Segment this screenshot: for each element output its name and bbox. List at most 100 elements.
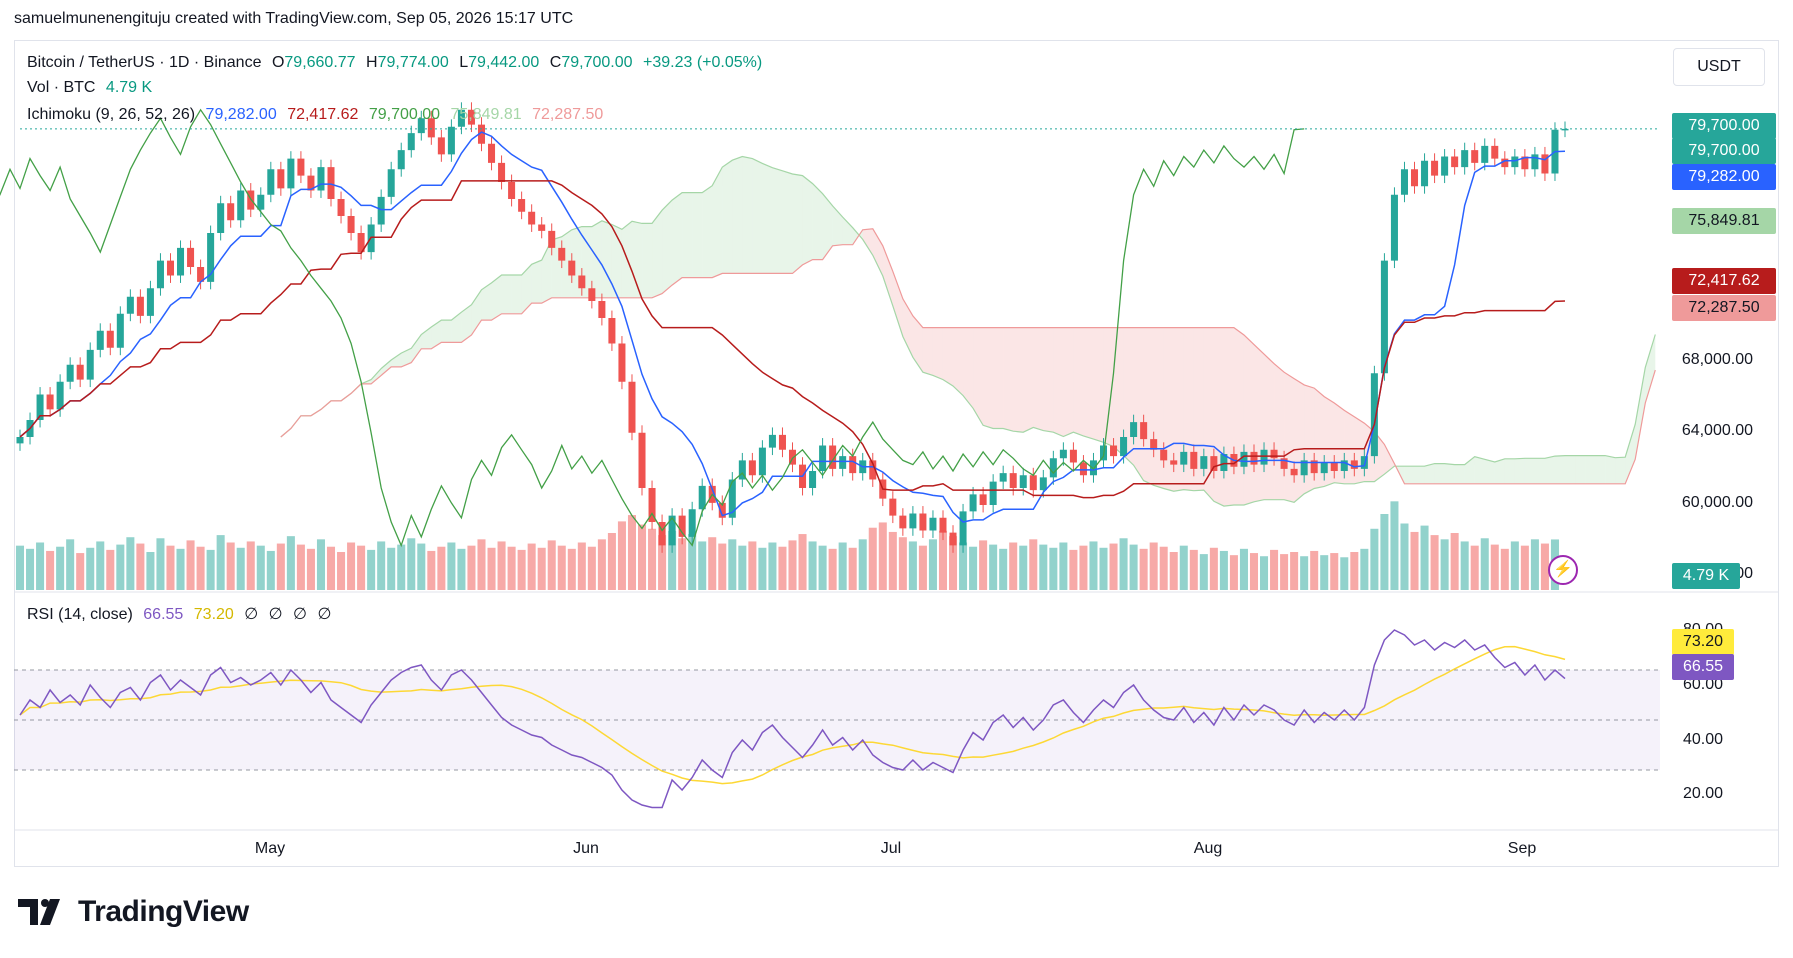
candle-body [1069, 449, 1077, 463]
volume-bar [918, 545, 927, 590]
open-value: 79,660.77 [284, 54, 356, 71]
volume-bar [15, 545, 25, 590]
ichimoku-cloud-segment [1063, 327, 1074, 437]
candle-body [1421, 160, 1429, 187]
ichimoku-cloud-segment [1223, 327, 1234, 507]
volume-bar [106, 549, 115, 590]
x-axis-label: Jun [573, 840, 599, 857]
ichimoku-cloud-segment [431, 320, 442, 349]
rsi-extra-1: ∅ [268, 606, 283, 623]
ichimoku-cloud-segment [1243, 335, 1254, 505]
ichimoku-lagging: 79,700.00 [368, 106, 441, 123]
ichimoku-cloud-segment [411, 334, 422, 363]
ichimoku-cloud-segment [642, 223, 653, 298]
ichimoku-cloud-segment [1554, 455, 1565, 484]
candle-body [16, 437, 24, 444]
price-axis-label: 64,000.00 [1681, 422, 1753, 439]
volume-bar [928, 539, 937, 590]
volume-bar [146, 552, 155, 590]
volume-bar [206, 549, 215, 590]
candle-body [1200, 456, 1208, 469]
volume-bar [1189, 549, 1198, 590]
candle-body [1029, 475, 1037, 491]
volume-bar [1139, 548, 1148, 590]
volume-bar [607, 533, 616, 590]
candle-body [1190, 451, 1198, 469]
candle-body [377, 196, 385, 225]
symbol-title[interactable]: Bitcoin / TetherUS · 1D · Binance [27, 54, 262, 71]
ichimoku-cloud-segment [1344, 410, 1355, 484]
chart-frame[interactable] [14, 40, 1779, 867]
volume-bar [648, 528, 657, 590]
ichimoku-span-a-line [280, 155, 1656, 507]
ichimoku-cloud-segment [963, 327, 974, 409]
volume-bar [1009, 542, 1018, 590]
tradingview-logo[interactable]: TradingView [18, 895, 249, 929]
rsi-label[interactable]: RSI (14, close) [27, 606, 133, 623]
volume-bar [1029, 539, 1038, 590]
candle-body [1130, 422, 1138, 437]
volume-bar [1330, 553, 1339, 590]
ichimoku-cloud-segment [421, 327, 432, 349]
volume-bar [597, 539, 606, 590]
price-axis-label: 60,000.00 [1681, 494, 1753, 511]
volume-bar [116, 544, 125, 590]
ichimoku-cloud-segment [501, 274, 512, 314]
volume-bar [1219, 550, 1228, 590]
ichimoku-cloud-segment [1083, 327, 1094, 440]
volume-bar [959, 542, 968, 590]
volume-bar [858, 539, 867, 590]
ichimoku-cloud-segment [1384, 444, 1395, 475]
ichimoku-cloud-segment [1645, 334, 1656, 403]
volume-bar [838, 542, 847, 590]
volume-bar [1079, 545, 1088, 590]
candle-body [277, 169, 285, 189]
candle-body [146, 288, 154, 316]
currency-selector[interactable]: USDT [1673, 48, 1765, 86]
ichimoku-cloud-segment [451, 312, 462, 343]
volume-bar [798, 534, 807, 590]
candle-body [1481, 145, 1489, 163]
volume-label[interactable]: Vol · BTC [27, 79, 96, 96]
ichimoku-conversion-line [19, 131, 1566, 523]
candle-body [66, 364, 74, 382]
lightning-icon[interactable]: ⚡ [1548, 555, 1578, 585]
candle-body [598, 301, 606, 318]
volume-bar [457, 548, 466, 590]
volume-bar [1109, 543, 1118, 590]
volume-bar [1490, 544, 1499, 590]
ichimoku-cloud-segment [662, 200, 673, 294]
candle-body [849, 456, 857, 474]
ichimoku-cloud-segment [1213, 327, 1224, 507]
candle-body [136, 296, 144, 316]
ichimoku-label[interactable]: Ichimoku (9, 26, 52, 26) [27, 106, 196, 123]
candle-body [989, 481, 997, 505]
ichimoku-cloud-segment [1334, 403, 1345, 484]
ichimoku-cloud-segment [591, 220, 602, 298]
ichimoku-cloud-segment [1484, 459, 1495, 484]
volume-bar [1019, 545, 1028, 590]
candle-body [959, 511, 967, 546]
volume-bar [718, 543, 727, 590]
candle-body [1451, 156, 1459, 168]
volume-bar [1300, 556, 1309, 590]
volume-bar [1460, 541, 1469, 590]
ichimoku-cloud-segment [1153, 327, 1164, 489]
volume-bar [1209, 547, 1218, 590]
volume-bar [357, 545, 366, 590]
volume-bar [1199, 554, 1208, 590]
ichimoku-cloud-segment [712, 167, 723, 278]
volume-bar [507, 546, 516, 590]
candle-body [1240, 451, 1248, 467]
ichimoku-cloud-segment [812, 183, 823, 260]
ichimoku-cloud-segment [1173, 327, 1184, 492]
ichimoku-cloud-segment [491, 274, 502, 321]
volume-bar [46, 550, 55, 590]
close-value: 79,700.00 [561, 54, 633, 71]
volume-bar [969, 546, 978, 590]
volume-bar [1480, 538, 1489, 590]
volume-bar [1500, 548, 1509, 590]
volume-bar [668, 530, 677, 590]
candle-body [227, 203, 235, 221]
